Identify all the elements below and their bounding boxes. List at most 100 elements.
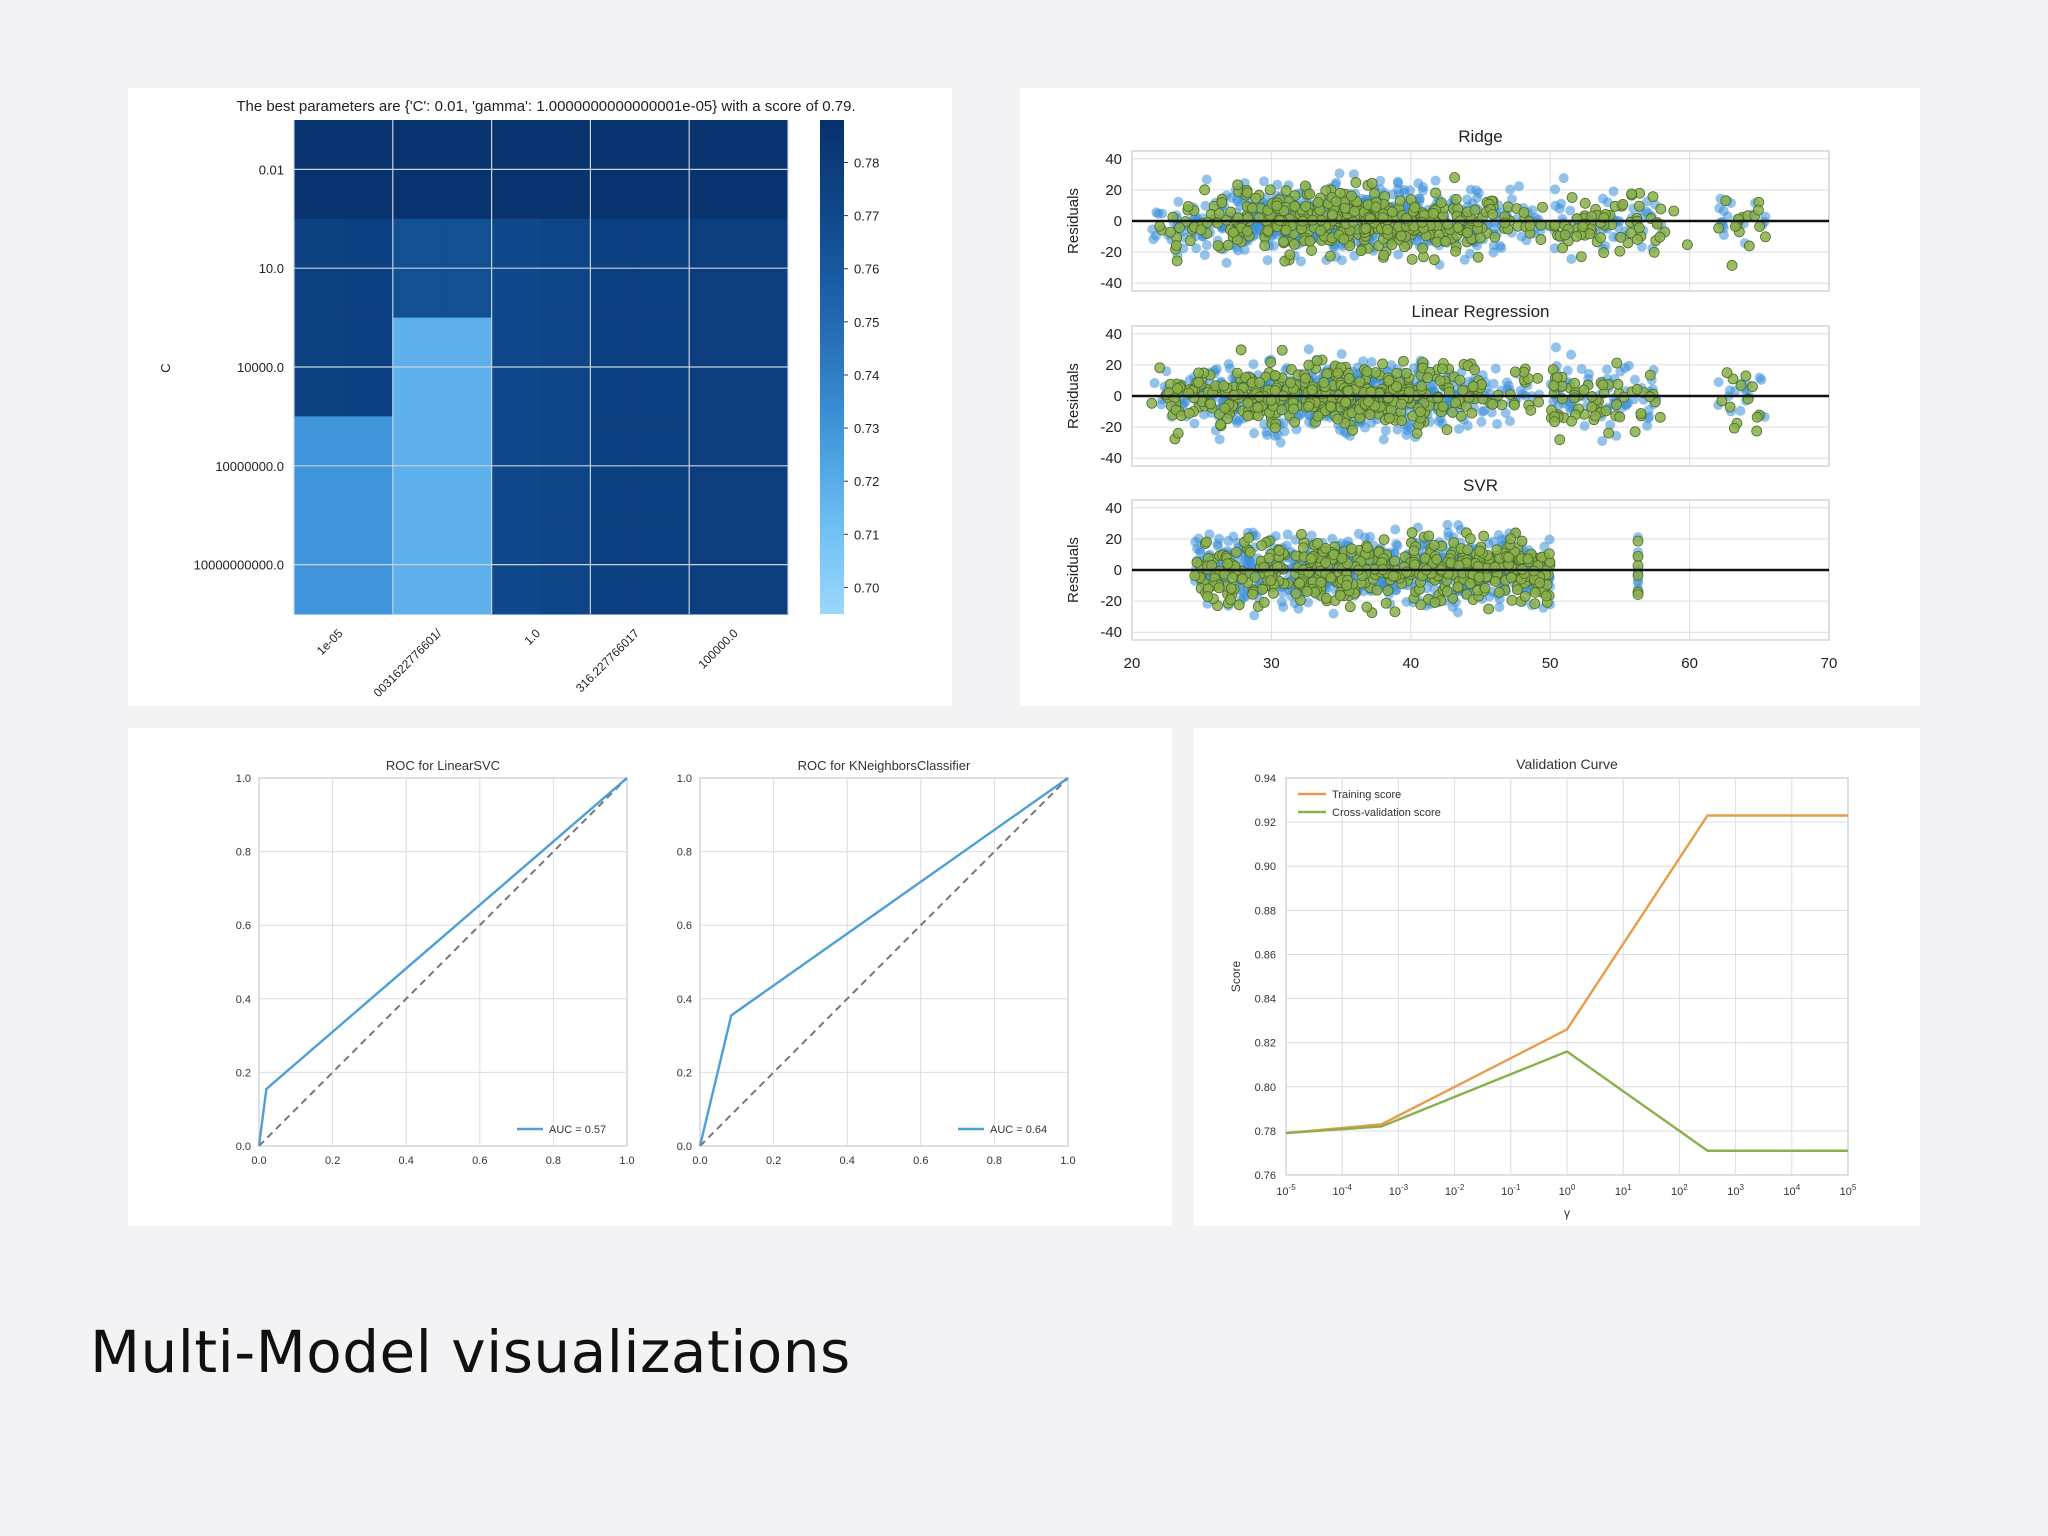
test-point [1257, 583, 1268, 595]
test-point [1191, 556, 1203, 568]
test-point [1362, 396, 1374, 407]
test-point [1633, 200, 1645, 212]
roc-y-tick: 0.4 [236, 994, 251, 1006]
colorbar-tick-label: 0.74 [854, 368, 879, 383]
residual-ylabel: Residuals [1065, 537, 1082, 603]
train-point [1279, 426, 1290, 437]
test-point [1502, 201, 1514, 213]
test-point [1549, 416, 1560, 428]
roc-y-tick: 0.6 [236, 920, 251, 932]
test-point [1222, 413, 1233, 425]
train-point [1500, 407, 1511, 418]
roc-title: ROC for KNeighborsClassifier [798, 758, 971, 773]
test-point [1183, 407, 1195, 419]
test-point [1726, 260, 1738, 271]
test-point [1262, 225, 1274, 237]
test-point [1415, 406, 1426, 418]
test-point [1312, 196, 1324, 208]
roc-x-tick: 0.2 [766, 1155, 781, 1167]
train-point [1605, 419, 1616, 430]
test-point [1450, 397, 1461, 409]
validation-y-tick: 0.78 [1255, 1126, 1276, 1138]
test-point [1462, 544, 1474, 556]
roc-y-tick: 0.6 [677, 920, 692, 932]
test-point [1474, 232, 1486, 244]
test-point [1394, 195, 1406, 207]
test-point [1172, 383, 1183, 395]
residual-y-tick: 20 [1105, 531, 1122, 548]
test-point [1170, 240, 1182, 251]
validation-x-tick-base: 10 [1671, 1186, 1683, 1198]
validation-y-tick: 0.80 [1255, 1082, 1276, 1094]
test-point [1339, 202, 1351, 214]
heatmap-row-label: 0.01 [259, 162, 284, 177]
roc-x-tick: 0.4 [840, 1155, 855, 1167]
test-point [1336, 552, 1348, 564]
train-point [1248, 359, 1259, 370]
roc-x-tick: 0.4 [399, 1155, 414, 1167]
test-point [1754, 221, 1766, 232]
heatmap-title: The best parameters are {'C': 0.01, 'gam… [236, 98, 855, 115]
test-point [1306, 384, 1318, 396]
test-point [1617, 199, 1629, 210]
train-point [1584, 368, 1595, 379]
roc-x-tick: 0.0 [251, 1155, 266, 1167]
test-point [1360, 223, 1372, 234]
test-point [1452, 222, 1464, 234]
test-point [1537, 201, 1548, 213]
test-point [1172, 427, 1184, 439]
test-point [1409, 559, 1421, 571]
test-point [1237, 573, 1248, 585]
test-point [1174, 222, 1185, 234]
train-point [1148, 234, 1159, 245]
test-point [1525, 404, 1537, 416]
test-point [1303, 400, 1314, 412]
test-point [1361, 601, 1373, 613]
test-point [1437, 401, 1449, 412]
test-point [1284, 249, 1296, 261]
test-point [1259, 240, 1271, 252]
test-point [1218, 380, 1230, 392]
residual-x-tick: 50 [1542, 655, 1559, 672]
test-point [1344, 601, 1356, 613]
test-point [1243, 532, 1255, 544]
validation-curve: 0.76 0.78 0.80 0.82 0.84 0.86 0.88 0.90 0.92 0.94… [1229, 756, 1857, 1220]
residual-x-tick: 20 [1124, 655, 1141, 672]
test-point [1396, 398, 1407, 410]
validation-x-tick: 105 [1840, 1183, 1857, 1198]
train-point [1496, 243, 1507, 254]
test-point [1320, 185, 1332, 196]
test-point [1423, 530, 1435, 542]
roc-y-tick: 0.2 [236, 1067, 251, 1079]
train-point [1486, 407, 1497, 418]
colorbar-tick-label: 0.78 [854, 155, 879, 170]
test-point [1611, 399, 1623, 410]
roc-x-tick: 1.0 [1060, 1155, 1075, 1167]
test-point [1202, 217, 1213, 228]
residual-ylabel: Residuals [1065, 188, 1082, 254]
test-point [1577, 221, 1589, 233]
test-point [1428, 208, 1439, 219]
test-point [1681, 239, 1693, 251]
test-point [1227, 572, 1238, 584]
test-point [1586, 401, 1598, 413]
residual-y-tick: 40 [1105, 326, 1122, 343]
roc-legend-label: AUC = 0.64 [990, 1124, 1047, 1136]
train-point [1490, 363, 1501, 374]
roc-y-tick: 0.0 [236, 1141, 251, 1153]
validation-x-tick-exp: 2 [1683, 1183, 1688, 1192]
test-point [1300, 200, 1312, 212]
validation-panel: 0.76 0.78 0.80 0.82 0.84 0.86 0.88 0.90 0.92 0.94… [1194, 728, 1920, 1226]
test-point [1428, 254, 1440, 266]
test-point [1269, 385, 1281, 396]
test-point [1631, 384, 1643, 395]
test-point [1227, 227, 1239, 238]
train-point [1353, 528, 1364, 539]
test-point [1273, 545, 1285, 556]
train-point [1390, 524, 1401, 535]
test-point [1644, 369, 1656, 381]
train-point [1261, 427, 1272, 438]
train-point [1549, 243, 1560, 254]
train-point [1615, 366, 1626, 377]
residual-y-tick: -40 [1100, 624, 1122, 641]
